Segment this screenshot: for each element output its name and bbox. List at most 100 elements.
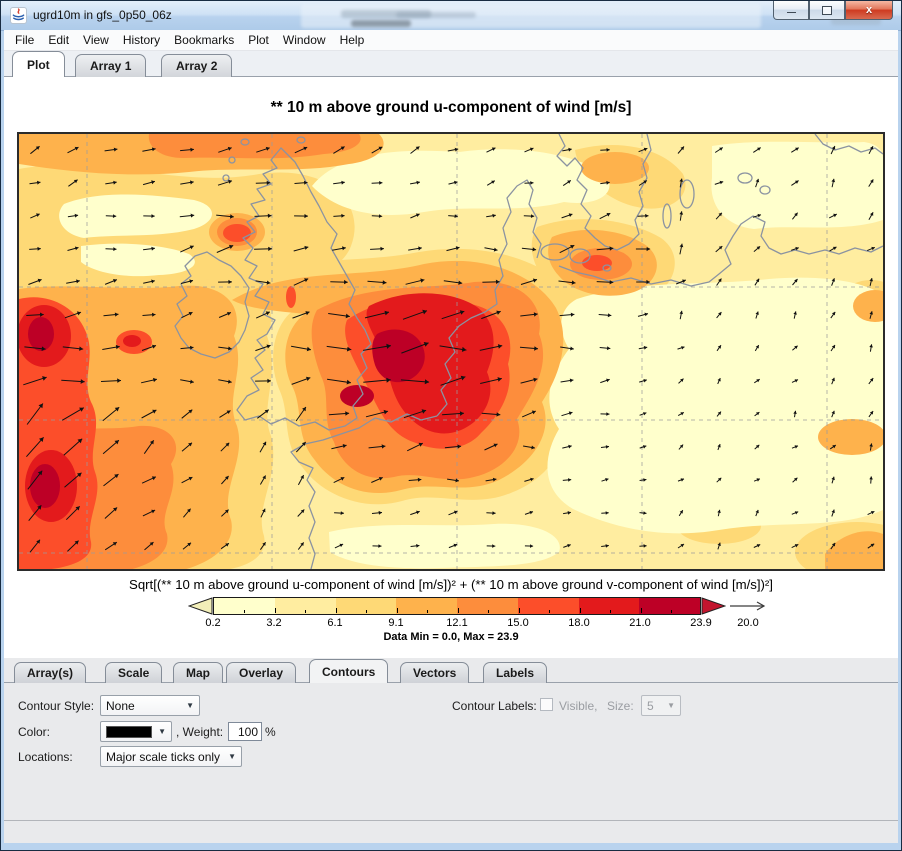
colorbar-tick	[305, 610, 306, 613]
plot-title: ** 10 m above ground u-component of wind…	[270, 99, 632, 116]
close-button[interactable]: x	[845, 1, 893, 20]
graticule-lines	[19, 134, 883, 569]
plot-caption: Sqrt[(** 10 m above ground u-component o…	[129, 577, 773, 592]
colorbar: 20.0 0.2 3.2 6.1 9.1 12.1 15.0 18.0 21.0 23.9	[188, 596, 778, 638]
tab-labels[interactable]: Labels	[483, 662, 548, 683]
visible-label: Visible,	[559, 699, 598, 713]
colorbar-tick	[427, 610, 428, 613]
locations-combo[interactable]: Major scale ticks only ▼	[100, 746, 242, 767]
contour-style-value: None	[106, 698, 135, 713]
colorbar-segment	[639, 598, 700, 614]
colorbar-segment	[335, 598, 397, 614]
colorbar-tick-label: 3.2	[266, 617, 282, 629]
chevron-down-icon: ▼	[228, 752, 236, 761]
weight-unit: %	[265, 725, 276, 739]
colorbar-segment	[396, 598, 457, 614]
contour-style-combo[interactable]: None ▼	[100, 695, 200, 716]
close-icon: x	[865, 4, 873, 16]
colorbar-tick	[579, 608, 581, 613]
weight-label: , Weight:	[176, 725, 224, 739]
color-swatch-black	[106, 725, 152, 738]
locations-value: Major scale ticks only	[106, 749, 221, 764]
tab-vectors[interactable]: Vectors	[400, 662, 470, 683]
data-min-max: Data Min = 0.0, Max = 23.9	[383, 631, 519, 643]
menu-edit[interactable]: Edit	[48, 33, 70, 47]
colorbar-over-arrow	[701, 597, 726, 615]
tab-array-s-[interactable]: Array(s)	[14, 662, 87, 683]
colorbar-tick-label: 23.9	[690, 617, 712, 629]
java-app-icon	[10, 7, 27, 24]
contour-color-combo[interactable]: ▼	[100, 721, 172, 742]
maximize-icon	[822, 5, 832, 15]
colorbar-tick	[488, 610, 489, 613]
colorbar-tick	[671, 610, 672, 613]
colorbar-tick	[274, 608, 276, 613]
window-title: ugrd10m in gfs_0p50_06z	[33, 8, 172, 22]
tab-map[interactable]: Map	[173, 662, 223, 683]
maximize-button[interactable]	[809, 1, 845, 20]
colorbar-tick-label: 0.2	[205, 617, 221, 629]
menu-help[interactable]: Help	[339, 33, 365, 47]
colorbar-segment	[274, 598, 336, 614]
colorbar-tick-label: 9.1	[388, 617, 404, 629]
colorbar-tick	[518, 608, 520, 613]
tab-array-1[interactable]: Array 1	[75, 54, 147, 77]
size-label: Size:	[607, 699, 634, 713]
background-window-blur	[396, 12, 476, 18]
reference-vector-icon	[730, 601, 766, 611]
coastlines	[174, 134, 883, 569]
colorbar-tick	[610, 610, 611, 613]
wind-vector-arrows	[23, 145, 875, 553]
colorbar-under-arrow	[188, 597, 213, 615]
minimize-button[interactable]	[773, 1, 809, 20]
size-value: 5	[647, 698, 654, 713]
map-canvas[interactable]	[17, 132, 885, 571]
menu-file[interactable]: File	[15, 33, 35, 47]
locations-label: Locations:	[18, 750, 73, 764]
chevron-down-icon: ▼	[667, 701, 675, 710]
colorbar-tick	[335, 608, 337, 613]
colorbar-segment	[517, 598, 579, 614]
menu-plot[interactable]: Plot	[248, 33, 269, 47]
chevron-down-icon: ▼	[186, 701, 194, 710]
menu-bookmarks[interactable]: Bookmarks	[174, 33, 235, 47]
background-window-blur	[341, 10, 431, 18]
colorbar-tick	[549, 610, 550, 613]
menu-view[interactable]: View	[83, 33, 109, 47]
menu-bar: File Edit View History Bookmarks Plot Window He…	[4, 30, 898, 51]
colorbar-tick-label: 18.0	[568, 617, 590, 629]
colorbar-tick	[396, 608, 398, 613]
contour-style-label: Contour Style:	[18, 699, 95, 713]
minimize-icon	[786, 11, 796, 16]
contour-label-size-combo[interactable]: 5 ▼	[641, 695, 681, 716]
colorbar-tick	[244, 610, 245, 613]
weight-input[interactable]	[228, 722, 262, 741]
colorbar-segments	[213, 597, 701, 615]
title-bar[interactable]: ugrd10m in gfs_0p50_06z x	[1, 1, 901, 31]
colorbar-tick-label: 15.0	[507, 617, 529, 629]
background-window-blur	[301, 4, 761, 28]
window-buttons: x	[773, 1, 893, 21]
colorbar-tick	[366, 610, 367, 613]
menu-history[interactable]: History	[122, 33, 161, 47]
tab-array-2[interactable]: Array 2	[161, 54, 233, 77]
colorbar-tick-label: 6.1	[327, 617, 343, 629]
tab-contours[interactable]: Contours	[309, 659, 389, 683]
colorbar-tick-label: 12.1	[446, 617, 468, 629]
status-bar	[4, 820, 898, 843]
colorbar-tick	[640, 608, 642, 613]
tab-scale[interactable]: Scale	[105, 662, 163, 683]
chevron-down-icon: ▼	[158, 727, 166, 736]
tab-overlay[interactable]: Overlay	[226, 662, 297, 683]
menu-window[interactable]: Window	[282, 33, 326, 47]
contour-labels-visible-checkbox[interactable]	[540, 698, 553, 711]
bottom-tab-strip: Array(s) Scale Map Overlay Contours Vectors La…	[4, 659, 898, 683]
contour-labels-label: Contour Labels:	[452, 699, 537, 713]
colorbar-segment	[457, 598, 518, 614]
colorbar-tick	[457, 608, 459, 613]
tab-plot[interactable]: Plot	[12, 51, 65, 77]
reference-vector-label: 20.0	[737, 617, 759, 629]
color-label: Color:	[18, 725, 51, 739]
colorbar-segment	[578, 598, 640, 614]
